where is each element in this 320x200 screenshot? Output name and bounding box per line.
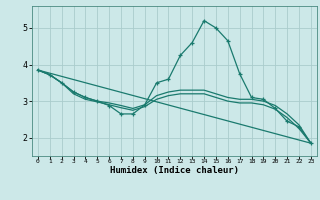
X-axis label: Humidex (Indice chaleur): Humidex (Indice chaleur) bbox=[110, 166, 239, 175]
